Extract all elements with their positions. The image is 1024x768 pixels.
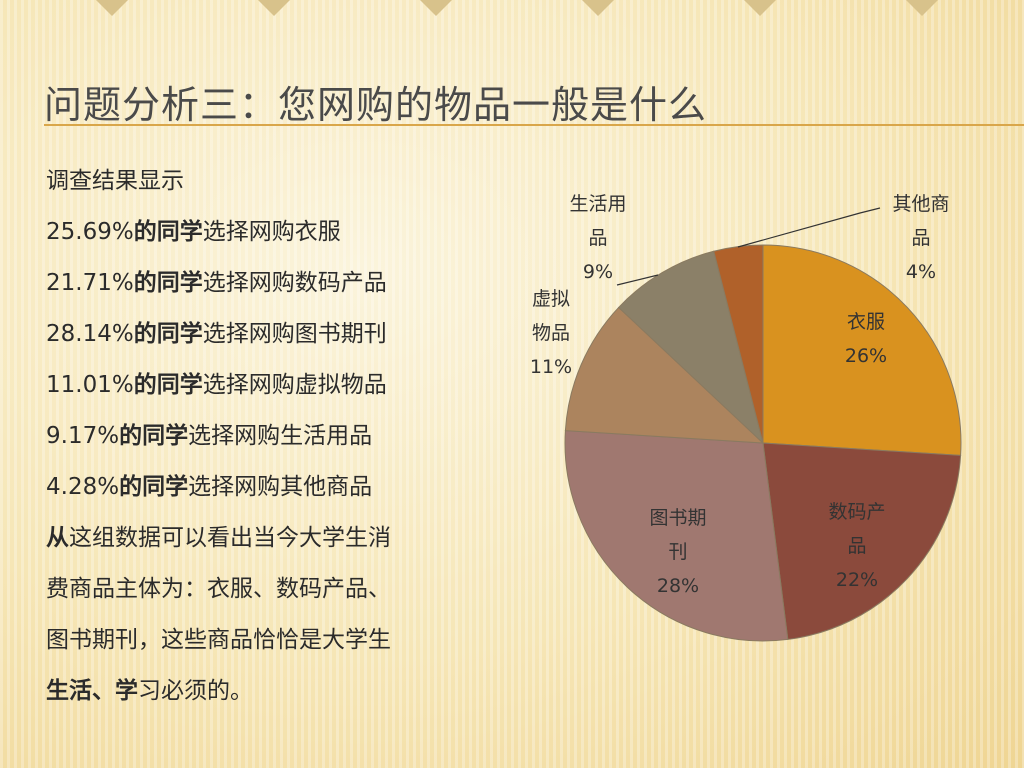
conclusion-line: 费商品主体为：衣服、数码产品、 (46, 564, 486, 615)
pie-slice-label: 衣服 26% (845, 311, 887, 367)
stat-text: 选择网购衣服 (202, 219, 341, 245)
stat-value: 25.69% (46, 219, 134, 245)
conclusion-bold-text: 生活、学 (46, 678, 138, 704)
stat-line: 28.14%的同学选择网购图书期刊 (46, 309, 486, 360)
pie-slice-label: 数码产品 22% (828, 501, 885, 591)
stat-bold-text: 的同学 (133, 321, 203, 347)
pie-slice (762, 244, 962, 456)
pie-slice (617, 250, 764, 445)
conclusion-bold-text: 从 (46, 525, 69, 551)
stat-text: 选择网购数码产品 (202, 270, 387, 296)
header-decoration-mark (96, 0, 128, 16)
stat-value: 11.01% (46, 372, 134, 398)
leader-line (737, 207, 881, 248)
pie-slice (762, 442, 962, 640)
stat-line: 4.28%的同学选择网购其他商品 (46, 462, 486, 513)
stat-bold-text: 的同学 (119, 474, 189, 500)
header-decoration-mark (420, 0, 452, 16)
pie-slice (564, 430, 789, 642)
header-decoration-mark (582, 0, 614, 16)
stat-bold-text: 的同学 (119, 423, 189, 449)
conclusion-text: 费商品主体为：衣服、数码产品、 (46, 576, 391, 602)
slide-title: 问题分析三：您网购的物品一般是什么 (44, 83, 708, 127)
stat-bold-text: 的同学 (133, 372, 203, 398)
stat-value: 4.28% (46, 474, 120, 500)
stat-value: 9.17% (46, 423, 120, 449)
conclusion-line: 生活、学习必须的。 (46, 666, 486, 717)
conclusion-line: 图书期刊，这些商品恰恰是大学生 (46, 615, 486, 666)
header-decoration-mark (744, 0, 776, 16)
stat-line: 11.01%的同学选择网购虚拟物品 (46, 360, 486, 411)
stat-value: 28.14% (46, 321, 134, 347)
conclusion-text: 习必须的。 (138, 678, 253, 704)
stat-line: 25.69%的同学选择网购衣服 (46, 207, 486, 258)
stat-text: 选择网购生活用品 (188, 423, 373, 449)
pie-slice-label: 图书期刊 28% (649, 507, 706, 597)
stat-line: 21.71%的同学选择网购数码产品 (46, 258, 486, 309)
conclusion-line: 从这组数据可以看出当今大学生消 (46, 513, 486, 564)
pie-slice-label: 其他商品 4% (892, 193, 949, 283)
stat-text: 选择网购其他商品 (188, 474, 373, 500)
stat-bold-text: 的同学 (133, 270, 203, 296)
pie-slice-label: 虚拟物品 11% (530, 288, 572, 378)
body-text: 调查结果显示 25.69%的同学选择网购衣服 21.71%的同学选择网购数码产品… (46, 156, 486, 717)
stat-line: 9.17%的同学选择网购生活用品 (46, 411, 486, 462)
leader-line (616, 274, 659, 286)
conclusion-text: 这组数据可以看出当今大学生消 (69, 525, 391, 551)
header-decoration-mark (906, 0, 938, 16)
conclusion-text: 图书期刊，这些商品恰恰是大学生 (46, 627, 391, 653)
stat-text: 选择网购虚拟物品 (202, 372, 387, 398)
stat-value: 21.71% (46, 270, 134, 296)
stat-text: 选择网购图书期刊 (202, 321, 387, 347)
header-decoration-mark (258, 0, 290, 16)
stat-bold-text: 的同学 (133, 219, 203, 245)
pie-slice (564, 306, 765, 444)
pie-slice-label: 生活用品 9% (569, 193, 626, 283)
intro-line: 调查结果显示 (46, 168, 184, 194)
title-underline (44, 124, 1024, 126)
